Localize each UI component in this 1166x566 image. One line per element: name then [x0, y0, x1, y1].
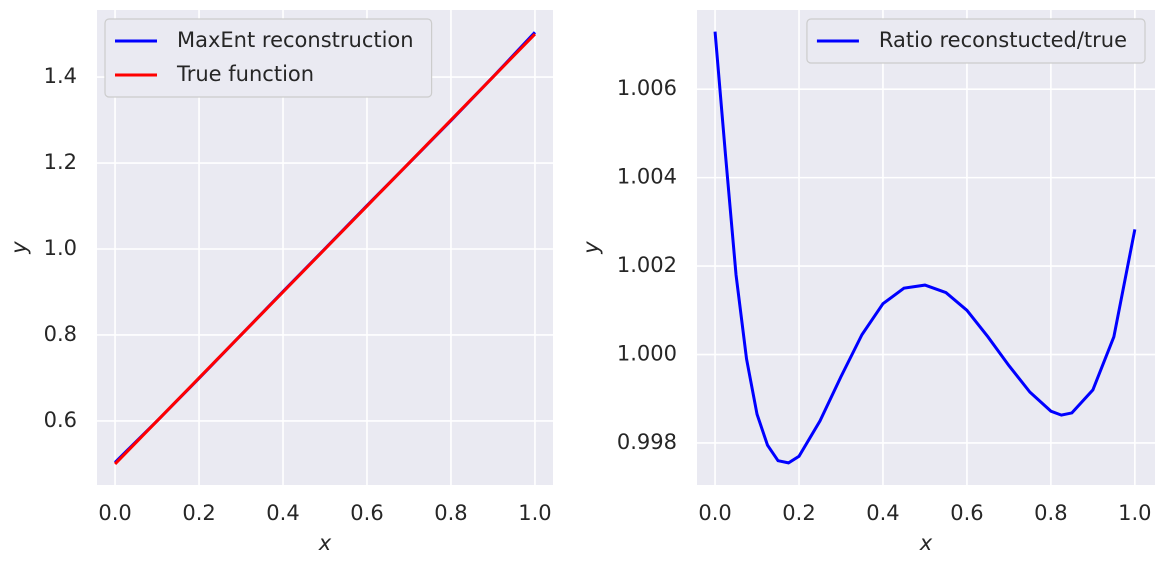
- line: [713, 31, 1137, 465]
- y-tick-label: 0.998: [617, 430, 677, 454]
- legend: Ratio reconstucted/true: [806, 18, 1146, 64]
- y-tick-label: 1.000: [617, 342, 677, 366]
- x-tick-label: 0.8: [434, 501, 467, 525]
- x-tick-label: 0.8: [1034, 501, 1067, 525]
- y-tick-label: 0.6: [44, 408, 77, 432]
- x-tick-label: 0.2: [782, 501, 815, 525]
- y-tick-label: 1.006: [617, 76, 677, 100]
- line: [113, 33, 537, 465]
- legend-box: [806, 18, 1146, 64]
- legend: MaxEnt reconstruction True function: [104, 18, 433, 98]
- y-tick-label: 1.4: [44, 64, 77, 88]
- legend-label: MaxEnt reconstruction: [177, 28, 414, 52]
- x-tick-label: 0.2: [182, 501, 215, 525]
- x-tick-label: 0.0: [98, 501, 131, 525]
- y-tick-label: 1.2: [44, 150, 77, 174]
- x-tick-label: 0.6: [350, 501, 383, 525]
- x-axis-label: x: [919, 531, 933, 555]
- legend-label: Ratio reconstucted/true: [879, 28, 1127, 52]
- x-tick-label: 0.6: [950, 501, 983, 525]
- y-axis-label: y: [7, 241, 31, 255]
- x-tick-label: 0.4: [266, 501, 299, 525]
- x-tick-label: 0.0: [698, 501, 731, 525]
- y-tick-label: 1.0: [44, 236, 77, 260]
- legend-box: [104, 18, 433, 98]
- x-axis-label: x: [318, 531, 332, 555]
- legend-label: True function: [176, 62, 314, 86]
- y-tick-label: 1.002: [617, 253, 677, 277]
- y-tick-label: 1.004: [617, 165, 677, 189]
- x-tick-label: 1.0: [1118, 501, 1151, 525]
- plot-area: [697, 10, 1155, 485]
- x-tick-label: 1.0: [518, 501, 551, 525]
- x-tick-label: 0.4: [866, 501, 899, 525]
- y-tick-label: 0.8: [44, 322, 77, 346]
- y-axis-label: y: [579, 241, 603, 255]
